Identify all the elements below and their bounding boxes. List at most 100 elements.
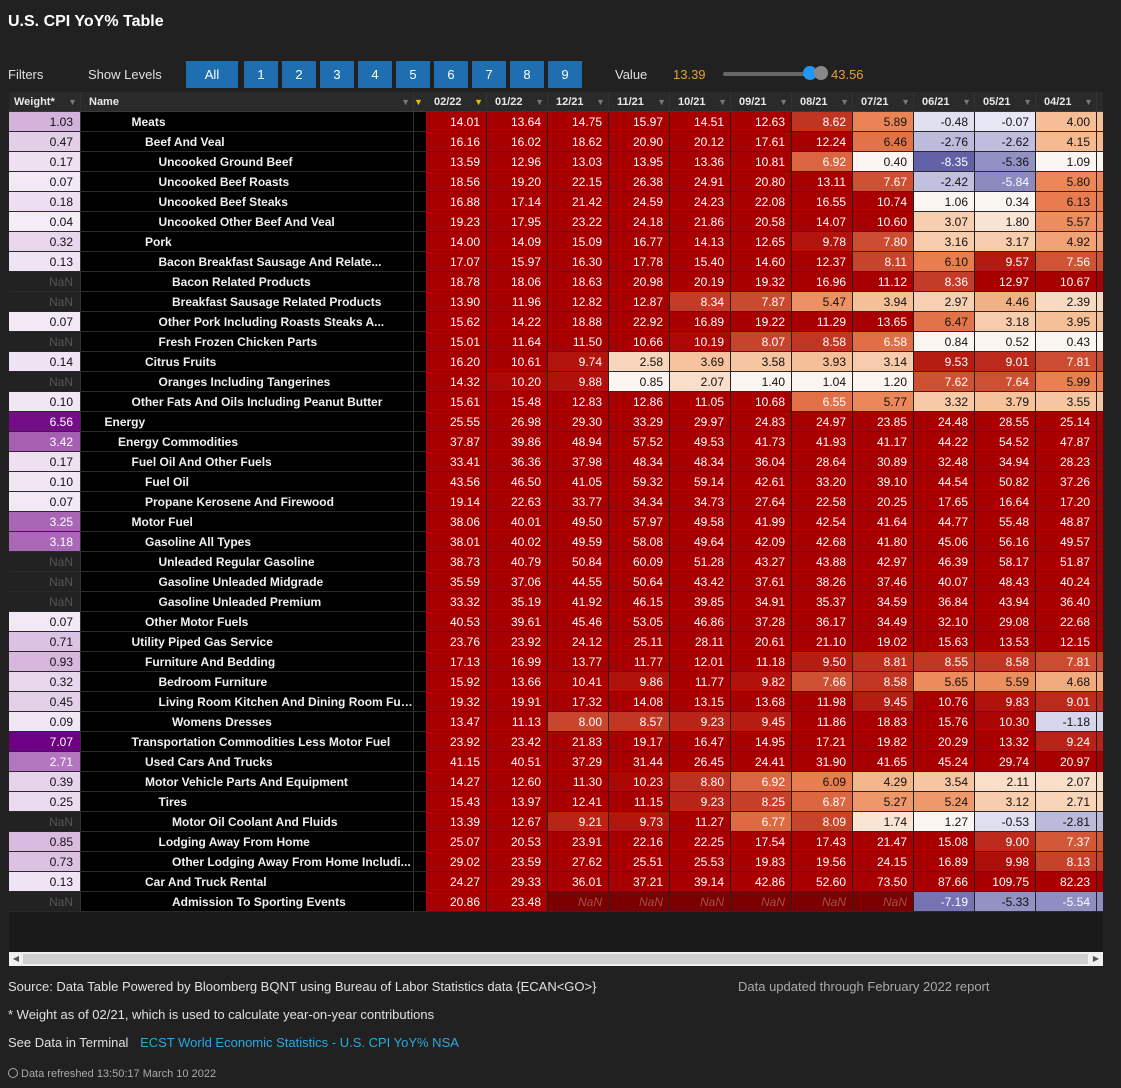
filter-funnel-icon[interactable]: ▼	[718, 97, 727, 107]
table-row[interactable]: 3.18 Gasoline All Types 38.01 40.02 49.59 58.…	[9, 532, 1103, 552]
value-cell: 55.48	[975, 512, 1036, 532]
filter-funnel-icon[interactable]: ▼	[840, 97, 849, 107]
weight-cell: 3.25	[9, 512, 81, 532]
table-row[interactable]: 0.07 Other Pork Including Roasts Steaks A…	[9, 312, 1103, 332]
table-row[interactable]: 0.45 Living Room Kitchen And Dining Room …	[9, 692, 1103, 712]
level-button-6[interactable]: 6	[434, 61, 468, 88]
table-row[interactable]: 0.10 Other Fats And Oils Including Peanut…	[9, 392, 1103, 412]
table-row[interactable]: 0.07 Propane Kerosene And Firewood 19.14 22…	[9, 492, 1103, 512]
table-row[interactable]: 6.56 Energy 25.55 26.98 29.30 33.29 29.97 24.83…	[9, 412, 1103, 432]
clock-icon	[8, 1068, 18, 1078]
level-button-3[interactable]: 3	[320, 61, 354, 88]
table-row[interactable]: 0.25 Tires 15.43 13.97 12.41 11.15 9.23 8.25 6.8…	[9, 792, 1103, 812]
table-row[interactable]: 0.13 Car And Truck Rental 24.27 29.33 36.01 3…	[9, 872, 1103, 892]
scroll-left-arrow-icon[interactable]: ◀	[12, 954, 20, 963]
level-button-4[interactable]: 4	[358, 61, 392, 88]
level-button-2[interactable]: 2	[282, 61, 316, 88]
table-row[interactable]: 0.07 Other Motor Fuels 40.53 39.61 45.46 53.0…	[9, 612, 1103, 632]
value-slider-track[interactable]	[723, 72, 808, 76]
level-button-9[interactable]: 9	[548, 61, 582, 88]
filter-funnel-icon[interactable]: ▼	[1084, 97, 1093, 107]
value-cell: 3.16	[914, 232, 975, 252]
table-row[interactable]: 0.18 Uncooked Beef Steaks 16.88 17.14 21.42 2…	[9, 192, 1103, 212]
value-cell: 40.07	[914, 572, 975, 592]
table-row[interactable]: 0.85 Lodging Away From Home 25.07 20.53 23.9…	[9, 832, 1103, 852]
table-row[interactable]: 0.17 Uncooked Ground Beef 13.59 12.96 13.03 1…	[9, 152, 1103, 172]
table-row[interactable]: 3.25 Motor Fuel 38.06 40.01 49.50 57.97 49.58 4…	[9, 512, 1103, 532]
table-row[interactable]: 0.17 Fuel Oil And Other Fuels 33.41 36.36 37…	[9, 452, 1103, 472]
table-row[interactable]: NaN Unleaded Regular Gasoline 38.73 40.79 50…	[9, 552, 1103, 572]
date-column-header[interactable]: 12/21 ▼	[548, 92, 609, 112]
date-column-header[interactable]: 01/22 ▼	[487, 92, 548, 112]
table-row[interactable]: NaN Bacon Related Products 18.78 18.06 18.63…	[9, 272, 1103, 292]
table-row[interactable]: 0.71 Utility Piped Gas Service 23.76 23.92 2…	[9, 632, 1103, 652]
table-row[interactable]: 0.13 Bacon Breakfast Sausage And Relate..…	[9, 252, 1103, 272]
table-row[interactable]: 0.07 Uncooked Beef Roasts 18.56 19.20 22.15 2…	[9, 172, 1103, 192]
table-row[interactable]: 0.93 Furniture And Bedding 17.13 16.99 13.77…	[9, 652, 1103, 672]
date-column-header[interactable]: 06/21 ▼	[914, 92, 975, 112]
table-row[interactable]: NaN Gasoline Unleaded Premium 33.32 35.19 41…	[9, 592, 1103, 612]
source-note: Source: Data Table Powered by Bloomberg …	[8, 979, 597, 994]
date-column-header[interactable]: 11/21 ▼	[609, 92, 670, 112]
date-column-header[interactable]: 05/21 ▼	[975, 92, 1036, 112]
level-button-all[interactable]: All	[186, 61, 238, 88]
table-row[interactable]: 7.07 Transportation Commodities Less Moto…	[9, 732, 1103, 752]
value-cell: 40.51	[487, 752, 548, 772]
filter-funnel-icon[interactable]: ▼	[779, 97, 788, 107]
filter-funnel-icon[interactable]: ▼	[401, 97, 410, 107]
value-cell: 33.20	[792, 472, 853, 492]
filter-funnel-icon[interactable]: ▼	[962, 97, 971, 107]
value-slider-min-handle[interactable]	[803, 66, 817, 80]
table-row[interactable]: NaN Fresh Frozen Chicken Parts 15.01 11.64 1…	[9, 332, 1103, 352]
column-menu-icon[interactable]: ▼	[414, 97, 423, 107]
value-cell: 53.05	[609, 612, 670, 632]
date-column-header[interactable]: 09/21 ▼	[731, 92, 792, 112]
level-button-7[interactable]: 7	[472, 61, 506, 88]
table-row[interactable]: 0.32 Bedroom Furniture 15.92 13.66 10.41 9.86…	[9, 672, 1103, 692]
value-cell	[1097, 852, 1103, 872]
table-row[interactable]: NaN Gasoline Unleaded Midgrade 35.59 37.06 4…	[9, 572, 1103, 592]
filter-funnel-icon[interactable]: ▼	[596, 97, 605, 107]
filter-funnel-icon[interactable]: ▼	[901, 97, 910, 107]
table-row[interactable]: NaN Motor Oil Coolant And Fluids 13.39 12.6…	[9, 812, 1103, 832]
value-slider-max-handle[interactable]	[814, 66, 828, 80]
filter-funnel-icon[interactable]: ▼	[657, 97, 666, 107]
value-cell: 19.83	[731, 852, 792, 872]
value-cell: 12.60	[487, 772, 548, 792]
table-row[interactable]: 0.10 Fuel Oil 43.56 46.50 41.05 59.32 59.14 42.…	[9, 472, 1103, 492]
weight-cell: 7.07	[9, 732, 81, 752]
table-row[interactable]: 1.03 Meats 14.01 13.64 14.75 15.97 14.51 12.63 8…	[9, 112, 1103, 132]
date-column-header[interactable]: 02/22 ▼	[426, 92, 487, 112]
level-button-5[interactable]: 5	[396, 61, 430, 88]
weight-column-header[interactable]: Weight* ▼	[9, 92, 81, 112]
table-row[interactable]: 0.73 Other Lodging Away From Home Includi…	[9, 852, 1103, 872]
date-column-header[interactable]: 10/21 ▼	[670, 92, 731, 112]
table-row[interactable]: 0.09 Womens Dresses 13.47 11.13 8.00 8.57 9.23…	[9, 712, 1103, 732]
table-row[interactable]: 0.04 Uncooked Other Beef And Veal 19.23 17.…	[9, 212, 1103, 232]
table-row[interactable]: 0.14 Citrus Fruits 16.20 10.61 9.74 2.58 3.69 3…	[9, 352, 1103, 372]
filter-funnel-icon[interactable]: ▼	[1023, 97, 1032, 107]
table-row[interactable]: 0.39 Motor Vehicle Parts And Equipment 14.…	[9, 772, 1103, 792]
table-row[interactable]: NaN Breakfast Sausage Related Products 13.…	[9, 292, 1103, 312]
date-column-header[interactable]: 08/21 ▼	[792, 92, 853, 112]
filter-funnel-icon[interactable]: ▼	[68, 97, 77, 107]
table-row[interactable]: 3.42 Energy Commodities 37.87 39.86 48.94 57.…	[9, 432, 1103, 452]
name-column-header[interactable]: Name ▼	[81, 92, 414, 112]
table-row[interactable]: 0.47 Beef And Veal 16.16 16.02 18.62 20.90 20.…	[9, 132, 1103, 152]
terminal-link[interactable]: ECST World Economic Statistics - U.S. CP…	[140, 1035, 459, 1050]
scrollbar-thumb[interactable]	[23, 954, 1088, 964]
level-button-8[interactable]: 8	[510, 61, 544, 88]
date-column-header[interactable]: 07/21 ▼	[853, 92, 914, 112]
horizontal-scrollbar[interactable]: ◀ ▶	[9, 952, 1103, 966]
table-row[interactable]: NaN Admission To Sporting Events 20.86 23.4…	[9, 892, 1103, 912]
filter-funnel-icon[interactable]: ▼	[474, 97, 483, 107]
date-column-header[interactable]: 04/21 ▼	[1036, 92, 1097, 112]
table-row[interactable]: NaN Oranges Including Tangerines 14.32 10.2…	[9, 372, 1103, 392]
table-row[interactable]: 0.32 Pork 14.00 14.09 15.09 16.77 14.13 12.65 9.…	[9, 232, 1103, 252]
filter-funnel-icon[interactable]: ▼	[535, 97, 544, 107]
date-column-header[interactable]: 0▼	[1097, 92, 1103, 112]
table-row[interactable]: 2.71 Used Cars And Trucks 41.15 40.51 37.29 3…	[9, 752, 1103, 772]
scroll-right-arrow-icon[interactable]: ▶	[1092, 954, 1100, 963]
level-button-1[interactable]: 1	[244, 61, 278, 88]
value-cell: 23.22	[548, 212, 609, 232]
